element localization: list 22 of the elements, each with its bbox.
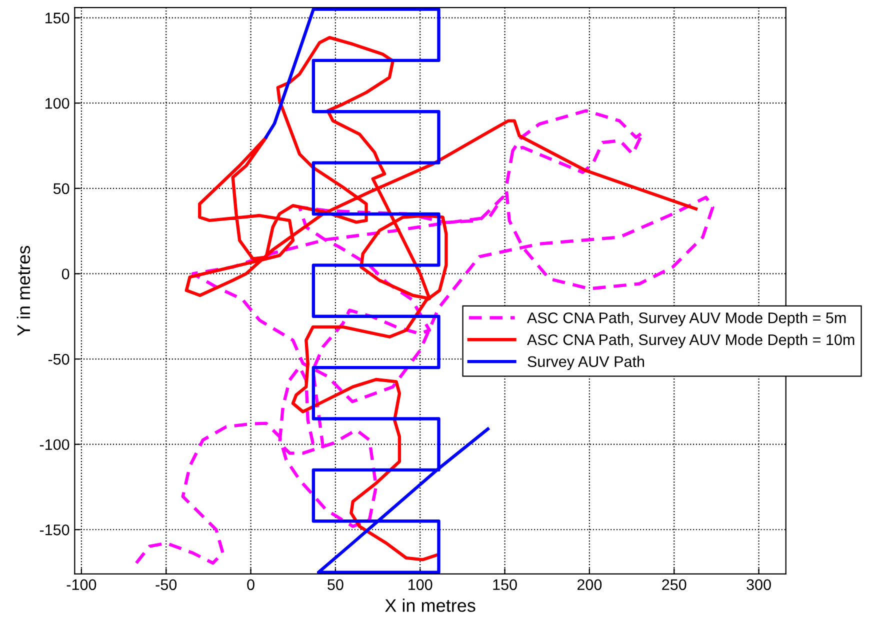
line-series	[264, 8, 490, 574]
y-axis-title: Y in metres	[16, 246, 30, 336]
legend-label: ASC CNA Path, Survey AUV Mode Depth = 10m	[527, 334, 854, 348]
y-tick-label: 150	[45, 12, 70, 24]
x-tick-label: 200	[577, 579, 602, 590]
x-tick-label: 0	[247, 579, 254, 590]
x-tick-label: 100	[408, 579, 432, 590]
x-tick-label: 50	[328, 579, 344, 590]
legend-label: ASC CNA Path, Survey AUV Mode Depth = 5m	[527, 312, 846, 326]
y-tick-label: 100	[45, 98, 70, 109]
x-tick-label: -100	[66, 579, 96, 590]
x-tick-label: 150	[493, 579, 517, 590]
y-tick-label: -100	[40, 439, 70, 450]
legend-label: Survey AUV Path	[528, 356, 644, 370]
y-tick-label: -150	[40, 524, 70, 536]
x-tick-label: -50	[156, 579, 177, 590]
y-tick-label: -50	[48, 354, 70, 365]
x-tick-label: 250	[662, 579, 686, 590]
x-axis-title: X in metres	[385, 598, 476, 612]
x-tick-label: 300	[746, 579, 771, 590]
y-tick-label: 50	[53, 183, 70, 194]
y-tick-label: 0	[62, 268, 70, 280]
